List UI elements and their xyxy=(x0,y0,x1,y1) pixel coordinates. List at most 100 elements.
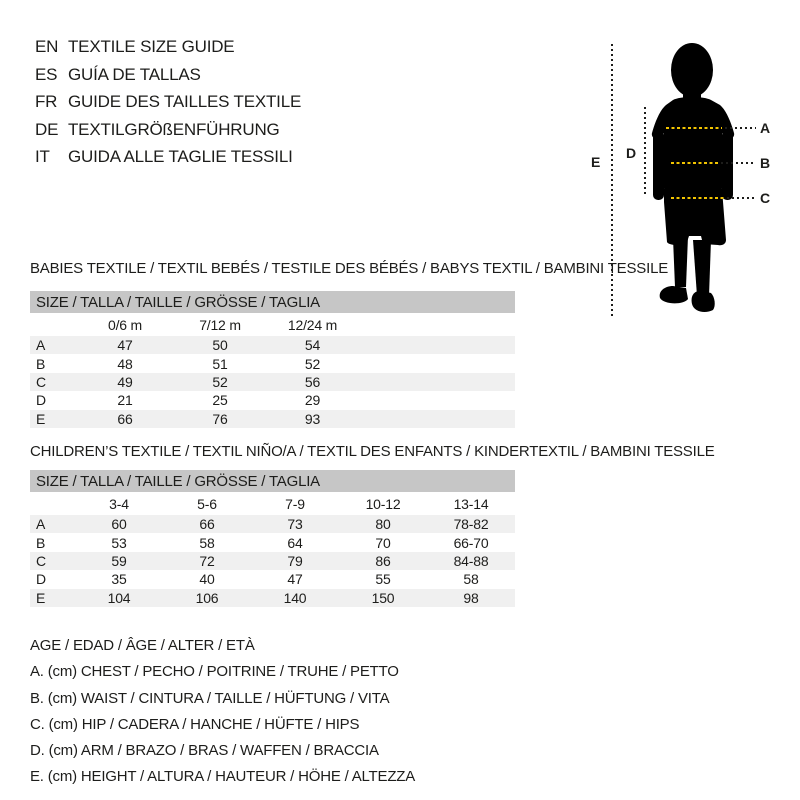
table-row: A 47 50 54 xyxy=(30,336,515,355)
measure-value-cell: 47 xyxy=(117,337,133,354)
language-guide-title: TEXTILE SIZE GUIDE xyxy=(68,37,235,56)
silhouette-left-arm xyxy=(653,130,664,200)
measure-row-label: E xyxy=(36,410,46,427)
measure-value-cell: 47 xyxy=(287,571,303,588)
babies-size-table: SIZE / TALLA / TAILLE / GRÖSSE / TAGLIA … xyxy=(30,291,515,428)
measure-value-cell: 66 xyxy=(199,516,215,533)
children-size-table: SIZE / TALLA / TAILLE / GRÖSSE / TAGLIA … xyxy=(30,470,515,607)
silhouette-right-leg xyxy=(693,240,711,296)
hip-leader-line-c xyxy=(727,197,756,199)
measure-value-cell: 84-88 xyxy=(453,552,489,569)
measure-value-cell: 35 xyxy=(111,571,127,588)
babies-section-title: BABIES TEXTILE / TEXTIL BEBÉS / TESTILE … xyxy=(30,260,669,277)
language-code: FR xyxy=(35,92,58,111)
measure-value-cell: 104 xyxy=(107,589,131,606)
measure-value-cell: 60 xyxy=(111,516,127,533)
table-row: A 60 66 73 80 78-82 xyxy=(30,515,515,534)
table-row: C 49 52 56 xyxy=(30,372,515,392)
measure-value-cell: 64 xyxy=(287,534,303,551)
hip-measure-line-c xyxy=(671,197,725,199)
measure-value-cell: 78-82 xyxy=(453,516,489,533)
arm-measure-line-d xyxy=(644,107,646,194)
measure-value-cell: 56 xyxy=(304,373,321,390)
language-code: DE xyxy=(35,119,59,139)
measure-value-cell: 140 xyxy=(283,589,307,606)
children-table-body: 3-4 5-6 7-9 10-12 13-14 A 60 66 73 80 78-82 B 53 58 64… xyxy=(30,492,515,607)
measure-row-label: A xyxy=(36,337,46,354)
measure-value-cell: 50 xyxy=(212,337,228,354)
silhouette-head xyxy=(671,43,713,97)
language-code: IT xyxy=(35,147,50,166)
measure-value-cell: 106 xyxy=(195,589,219,606)
language-row: FR GUIDE DES TAILLES TEXTILE xyxy=(35,88,301,116)
silhouette-left-shoe xyxy=(659,286,688,304)
marker-label-b: B xyxy=(760,155,770,171)
language-guide-title: TEXTILGRÖßENFÜHRUNG xyxy=(68,119,280,139)
measure-value-cell: 80 xyxy=(375,516,391,533)
size-column-header: 7/12 m xyxy=(199,316,241,333)
table-row: B 53 58 64 70 66-70 xyxy=(30,533,515,551)
silhouette-shorts xyxy=(664,189,726,246)
table-row: D 35 40 47 55 58 xyxy=(30,570,515,588)
babies-size-header-bar: SIZE / TALLA / TAILLE / GRÖSSE / TAGLIA xyxy=(30,291,515,313)
measure-value-cell: 70 xyxy=(375,534,391,551)
measure-value-cell: 48 xyxy=(117,355,133,372)
measure-value-cell: 29 xyxy=(304,392,321,409)
measure-value-cell: 66-70 xyxy=(453,534,489,551)
measure-value-cell: 79 xyxy=(287,552,303,569)
measure-value-cell: 25 xyxy=(212,392,228,409)
measure-row-label: E xyxy=(36,589,46,606)
measure-value-cell: 40 xyxy=(199,571,215,588)
waist-leader-line-b xyxy=(721,162,756,164)
measure-row-label: C xyxy=(36,552,46,569)
silhouette-right-arm xyxy=(722,130,733,200)
silhouette-right-shoe xyxy=(691,290,715,312)
legend-line: AGE / EDAD / ÂGE / ALTER / ETÀ xyxy=(30,637,255,654)
measure-value-cell: 55 xyxy=(375,571,391,588)
table-row: E 66 76 93 xyxy=(30,409,515,428)
language-code: ES xyxy=(35,64,58,84)
waist-measure-line-b xyxy=(671,162,719,164)
measure-row-label: C xyxy=(36,373,46,390)
measure-value-cell: 58 xyxy=(199,534,215,551)
size-column-header: 3-4 xyxy=(109,495,129,512)
marker-label-a: A xyxy=(760,120,770,136)
column-header-row: 3-4 5-6 7-9 10-12 13-14 xyxy=(30,492,515,515)
size-column-header: 5-6 xyxy=(197,495,217,512)
measure-value-cell: 76 xyxy=(212,410,228,427)
measure-value-cell: 150 xyxy=(371,589,395,606)
language-guide-title: GUIDE DES TAILLES TEXTILE xyxy=(68,92,302,111)
measure-value-cell: 21 xyxy=(117,392,133,409)
measure-row-label: B xyxy=(36,534,46,551)
legend-line: A. (cm) CHEST / PECHO / POITRINE / TRUHE… xyxy=(30,663,399,681)
children-section-title: CHILDREN’S TEXTILE / TEXTIL NIÑO/A / TEX… xyxy=(30,443,715,460)
measure-value-cell: 54 xyxy=(304,337,321,354)
table-row: D 21 25 29 xyxy=(30,391,515,409)
measure-value-cell: 98 xyxy=(463,589,479,606)
legend-line: D. (cm) ARM / BRAZO / BRAS / WAFFEN / BR… xyxy=(30,742,379,760)
table-row: C 59 72 79 86 84-88 xyxy=(30,551,515,571)
size-column-header: 0/6 m xyxy=(107,316,142,333)
measure-value-cell: 66 xyxy=(117,410,133,427)
size-column-header: 13-14 xyxy=(453,495,489,512)
measure-value-cell: 52 xyxy=(304,355,321,372)
size-column-header: 12/24 m xyxy=(287,316,338,333)
measurement-legend: AGE / EDAD / ÂGE / ALTER / ETÀ A. (cm) C… xyxy=(30,633,415,791)
language-row: DE TEXTILGRÖßENFÜHRUNG xyxy=(35,116,301,144)
measure-value-cell: 73 xyxy=(287,516,303,533)
measure-value-cell: 59 xyxy=(111,552,127,569)
height-measure-line-e xyxy=(611,44,613,316)
table-row: B 48 51 52 xyxy=(30,354,515,372)
measure-value-cell: 52 xyxy=(212,373,228,390)
chest-measure-line-a xyxy=(666,127,722,129)
measure-value-cell: 58 xyxy=(463,571,479,588)
measure-value-cell: 53 xyxy=(111,534,127,551)
measure-row-label: D xyxy=(36,392,46,409)
language-row: EN TEXTILE SIZE GUIDE xyxy=(35,33,301,61)
measure-row-label: A xyxy=(36,516,46,533)
babies-table-body: 0/6 m 7/12 m 12/24 m A 47 50 54 B 48 51 52 C 49 52 56 D… xyxy=(30,313,515,428)
marker-label-d: D xyxy=(626,145,636,161)
measure-value-cell: 86 xyxy=(375,552,391,569)
measure-value-cell: 49 xyxy=(117,373,133,390)
